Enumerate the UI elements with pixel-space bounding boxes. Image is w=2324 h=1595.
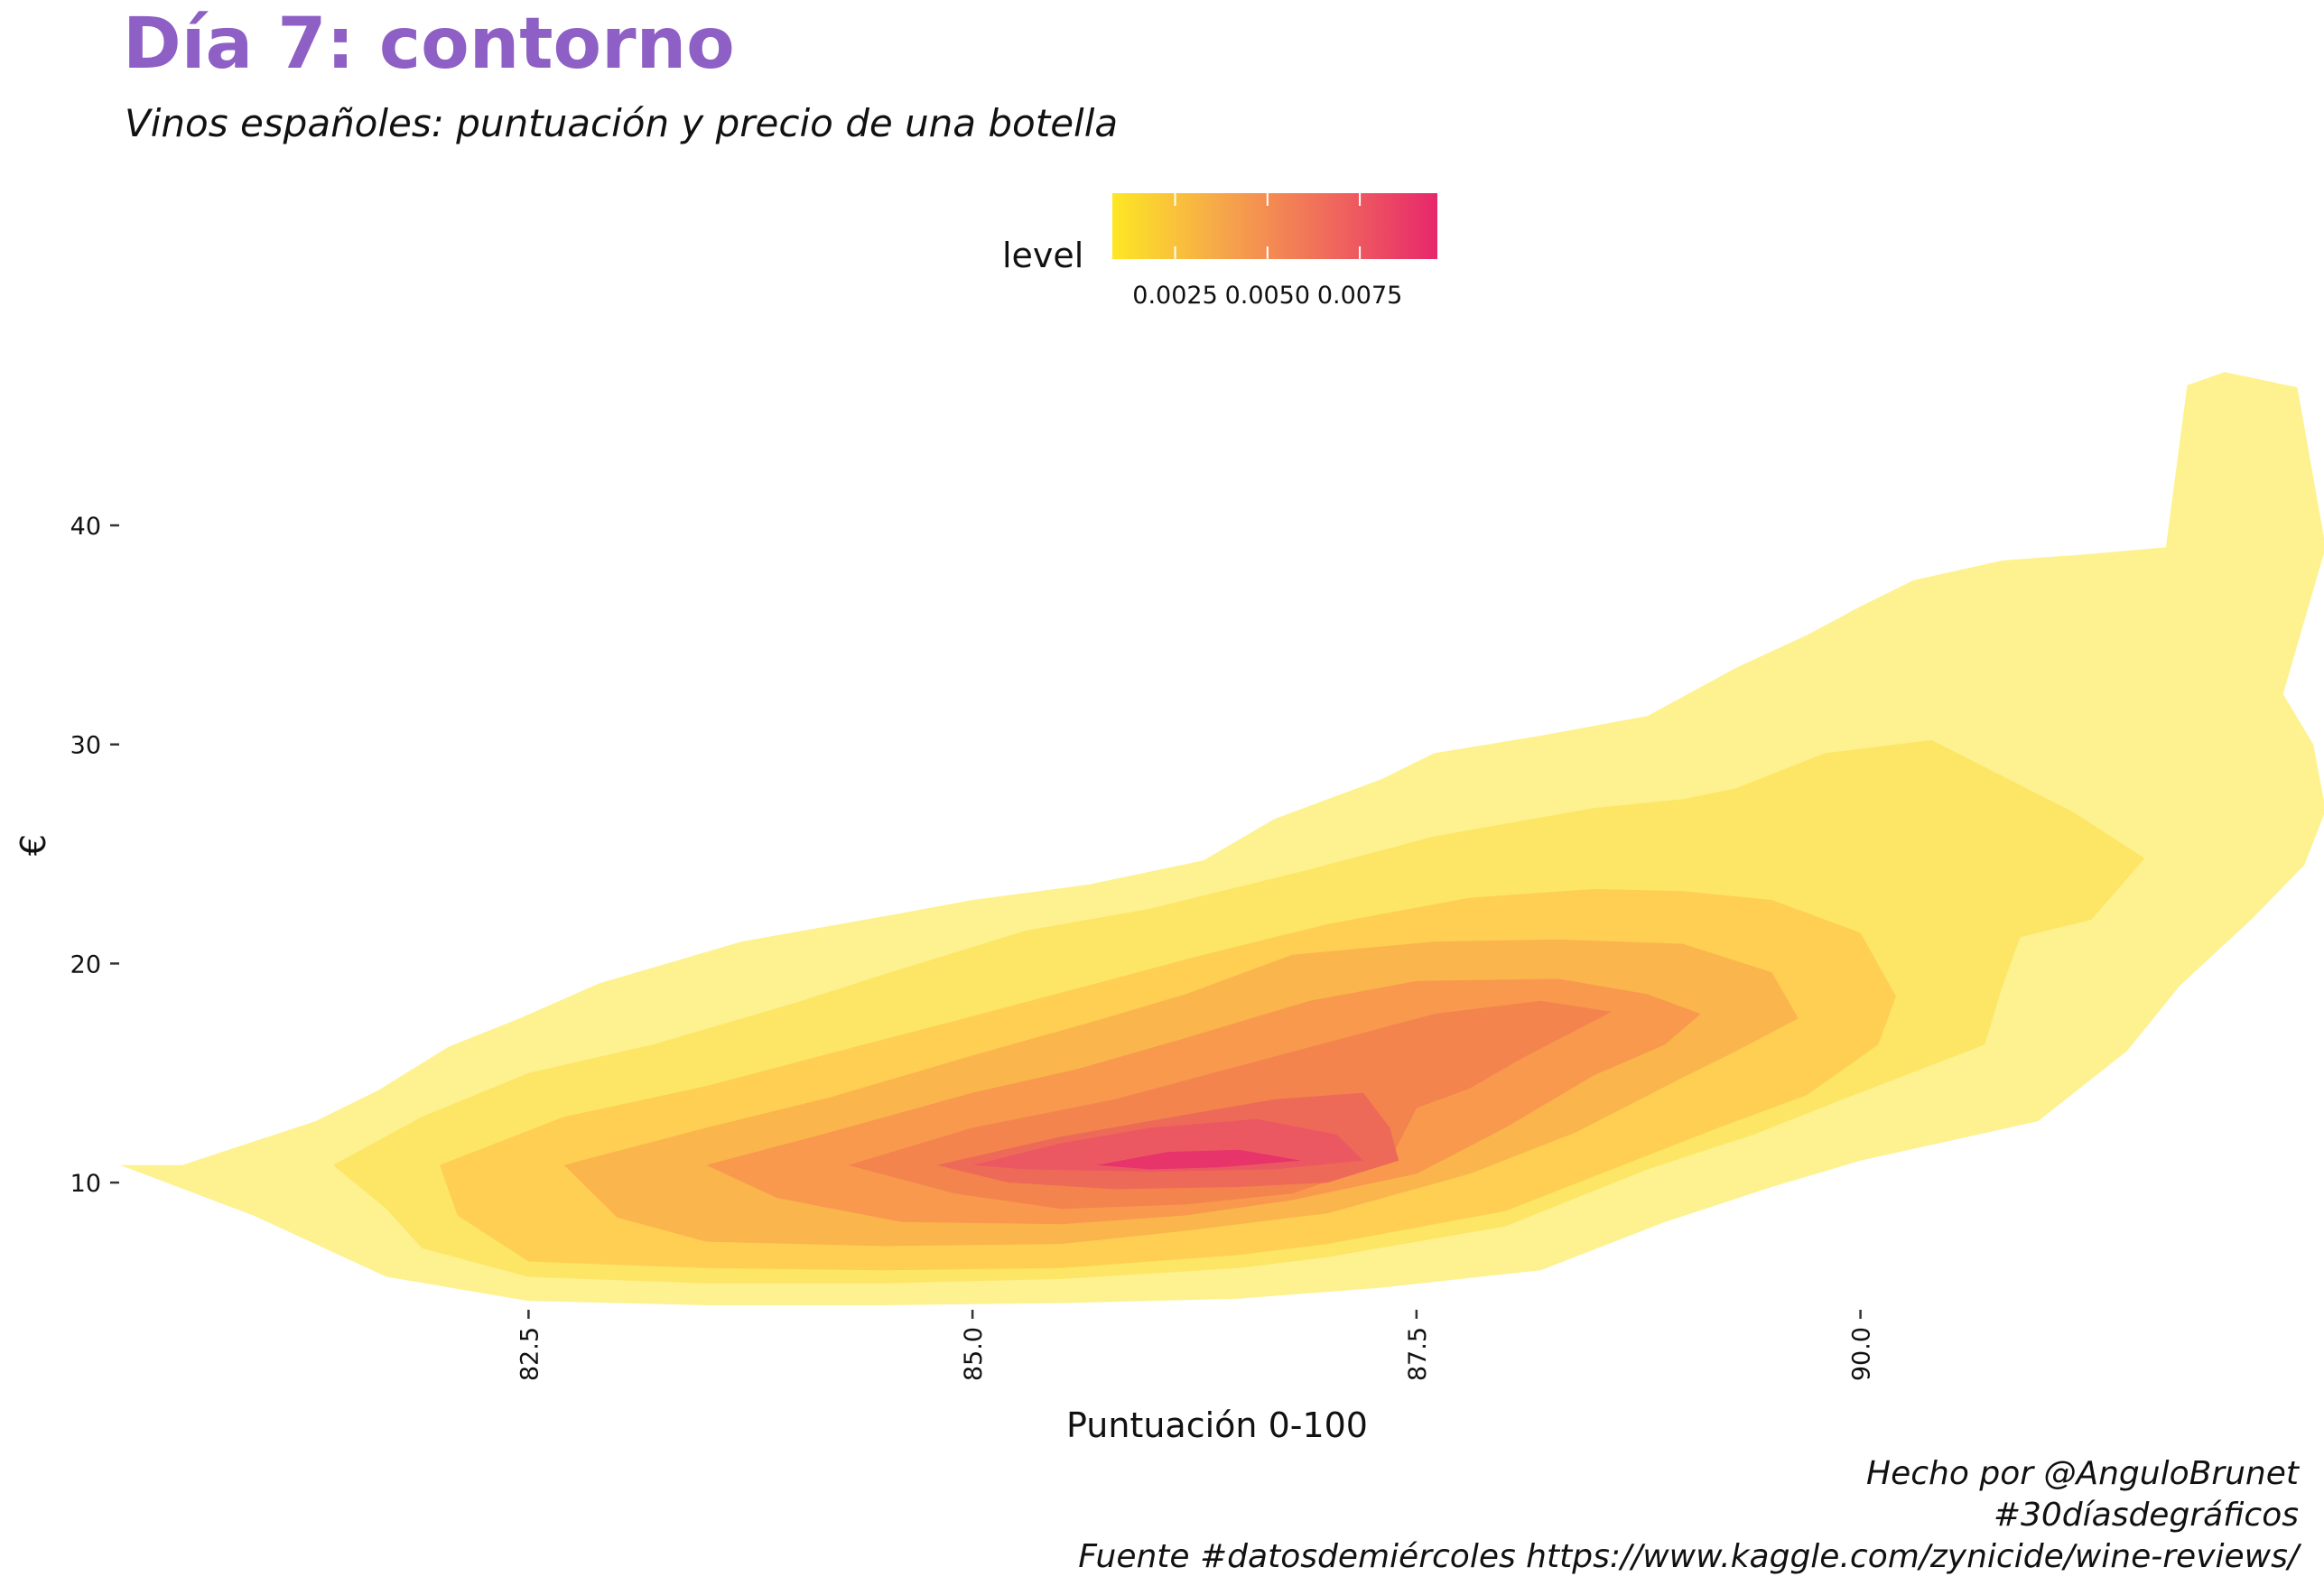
x-tick-label: 87.5 [1404, 1327, 1432, 1381]
y-axis: 10 20 30 40 [70, 513, 119, 1198]
x-axis: 82.5 85.0 87.5 90.0 [516, 1310, 1876, 1381]
y-tick-label: 30 [70, 732, 101, 760]
legend-tick-label: 0.0025 [1132, 282, 1217, 310]
y-tick-label: 10 [70, 1170, 101, 1198]
y-tick-label: 20 [70, 951, 101, 978]
legend-tick-label: 0.0075 [1317, 282, 1402, 310]
caption-source: Fuente #datosdemiércoles https://www.kag… [1078, 1538, 2299, 1575]
x-tick-label: 82.5 [516, 1327, 544, 1381]
y-axis-label: € [14, 834, 53, 856]
chart-title: Día 7: contorno [123, 4, 735, 85]
legend: level 0.0025 0.0050 0.0075 [1002, 193, 1437, 310]
legend-tick-label: 0.0050 [1225, 282, 1310, 310]
caption: Hecho por @AnguloBrunet #30díasdegráfico… [1078, 1453, 2299, 1578]
x-axis-label: Puntuación 0-100 [1066, 1405, 1368, 1445]
caption-author: Hecho por @AnguloBrunet [1866, 1455, 2299, 1492]
x-tick-label: 85.0 [960, 1327, 988, 1381]
chart-subtitle: Vinos españoles: puntuación y precio de … [125, 101, 1119, 145]
y-tick-label: 40 [70, 513, 101, 541]
contour-layers [120, 372, 2324, 1305]
legend-ticks: 0.0025 0.0050 0.0075 [1132, 193, 1402, 310]
legend-title: level [1002, 236, 1083, 275]
contour-level-9 [1096, 1149, 1301, 1170]
x-tick-label: 90.0 [1848, 1327, 1876, 1381]
caption-hashtag: #30díasdegráficos [1993, 1497, 2299, 1534]
legend-colorbar [1112, 193, 1437, 259]
